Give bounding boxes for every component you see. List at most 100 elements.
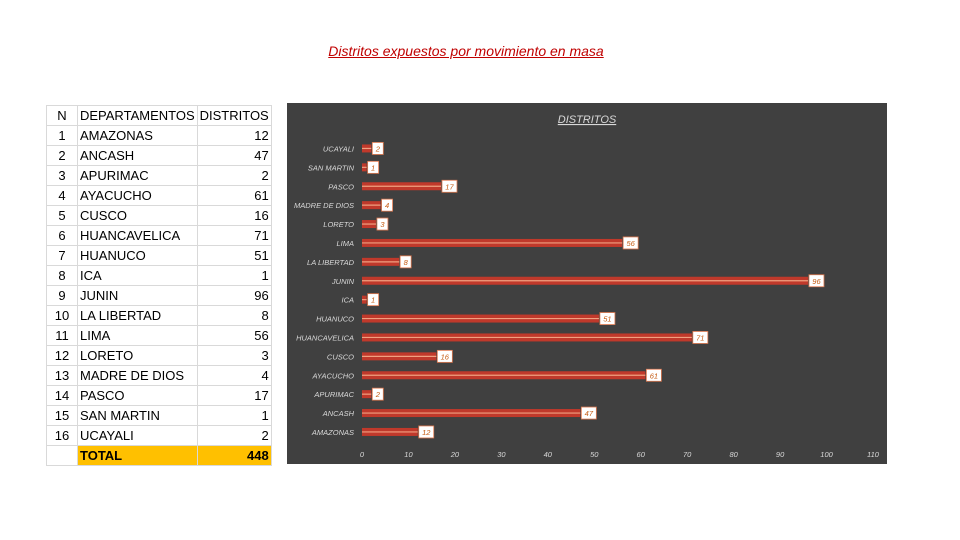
- departamento-cell: PASCO: [77, 385, 198, 406]
- distritos-cell: 71: [196, 225, 272, 246]
- distritos-cell: 12: [196, 125, 272, 146]
- departamento-cell: LORETO: [77, 345, 198, 366]
- data-label-box: [599, 312, 616, 325]
- x-tick-label: 90: [776, 450, 785, 459]
- table-row: 4 AYACUCHO 61: [46, 185, 272, 206]
- row-number-cell: 8: [46, 265, 78, 286]
- category-label: AMAZONAS: [311, 428, 354, 437]
- table-row: 16 UCAYALI 2: [46, 425, 272, 446]
- data-label: 17: [445, 182, 454, 191]
- data-label: 2: [375, 144, 381, 153]
- table-row: 11 LIMA 56: [46, 325, 272, 346]
- table-row: 2 ANCASH 47: [46, 145, 272, 166]
- data-label: 51: [603, 315, 611, 324]
- total-label: TOTAL: [77, 445, 198, 466]
- data-label-box: [381, 198, 393, 212]
- table-row: 8 ICA 1: [46, 265, 272, 286]
- data-label-box: [692, 331, 709, 344]
- data-table: N DEPARTAMENTOS DISTRITOS 1 AMAZONAS 12 2 AN…: [46, 105, 272, 466]
- departamento-cell: HUANCAVELICA: [77, 225, 198, 246]
- departamento-cell: UCAYALI: [77, 425, 198, 446]
- category-label: APURIMAC: [313, 390, 354, 399]
- data-label: 2: [375, 390, 381, 399]
- total-value: 448: [196, 445, 272, 466]
- data-label-box: [367, 160, 380, 174]
- departamento-cell: AYACUCHO: [77, 185, 198, 206]
- data-label-box: [808, 274, 825, 288]
- row-number-cell: 6: [46, 225, 78, 246]
- x-tick-label: 20: [450, 450, 460, 459]
- column-header-distritos: DISTRITOS: [196, 105, 272, 126]
- row-number-cell: 7: [46, 245, 78, 266]
- table-row: 13 MADRE DE DIOS 4: [46, 365, 272, 386]
- category-label: UCAYALI: [323, 144, 354, 153]
- category-label: MADRE DE DIOS: [294, 201, 354, 210]
- row-number-cell: 15: [46, 405, 78, 426]
- data-label: 47: [585, 409, 594, 418]
- data-label-box: [376, 217, 389, 231]
- data-label: 56: [626, 239, 635, 248]
- x-tick-label: 50: [590, 450, 599, 459]
- data-label-box: [580, 406, 597, 420]
- total-row-empty-cell: [46, 445, 78, 466]
- row-number-cell: 12: [46, 345, 78, 366]
- x-tick-label: 10: [404, 450, 413, 459]
- x-tick-label: 40: [544, 450, 553, 459]
- bar-chart: DISTRITOS UCAYALI 2 SAN MARTIN 1 PASCO 17 MADRE…: [294, 114, 880, 459]
- departamento-cell: MADRE DE DIOS: [77, 365, 198, 386]
- distritos-cell: 2: [196, 425, 272, 446]
- table-row: 14 PASCO 17: [46, 385, 272, 406]
- data-label: 8: [404, 258, 409, 267]
- table-row: 9 JUNIN 96: [46, 285, 272, 306]
- x-tick-label: 110: [867, 450, 880, 459]
- table-row: 12 LORETO 3: [46, 345, 272, 366]
- table-header-row: N DEPARTAMENTOS DISTRITOS: [46, 105, 272, 126]
- data-label-box: [622, 236, 639, 250]
- row-number-cell: 16: [46, 425, 78, 446]
- category-label: HUANUCO: [316, 315, 354, 324]
- category-label: LIMA: [336, 239, 354, 248]
- category-label: ICA: [341, 296, 354, 305]
- data-label-box: [441, 179, 458, 193]
- category-label: PASCO: [328, 182, 354, 191]
- row-number-cell: 5: [46, 205, 78, 226]
- data-label-box: [371, 142, 384, 155]
- distritos-cell: 47: [196, 145, 272, 166]
- data-label: 96: [812, 277, 821, 286]
- x-tick-label: 30: [497, 450, 506, 459]
- table-row: 10 LA LIBERTAD 8: [46, 305, 272, 326]
- category-label: LORETO: [323, 220, 354, 229]
- distritos-cell: 17: [196, 385, 272, 406]
- category-label: JUNIN: [331, 277, 355, 286]
- data-label-box: [399, 255, 412, 269]
- data-label: 3: [380, 220, 385, 229]
- column-header-departamentos: DEPARTAMENTOS: [77, 105, 198, 126]
- data-label: 1: [371, 163, 375, 172]
- data-label: 16: [441, 352, 450, 361]
- category-label: LA LIBERTAD: [307, 258, 355, 267]
- table-row: 15 SAN MARTIN 1: [46, 405, 272, 426]
- table-body: 1 AMAZONAS 12 2 ANCASH 47 3 APURIMAC 2 4 AYACUCHO 6…: [46, 125, 272, 446]
- row-number-cell: 1: [46, 125, 78, 146]
- distritos-cell: 51: [196, 245, 272, 266]
- departamento-cell: CUSCO: [77, 205, 198, 226]
- row-number-cell: 3: [46, 165, 78, 186]
- departamento-cell: JUNIN: [77, 285, 198, 306]
- data-label: 61: [650, 371, 658, 380]
- column-header-n: N: [46, 105, 78, 126]
- category-label: SAN MARTIN: [308, 163, 355, 172]
- x-tick-label: 60: [637, 450, 646, 459]
- distritos-cell: 2: [196, 165, 272, 186]
- data-label: 1: [371, 296, 375, 305]
- data-label-box: [371, 387, 384, 401]
- chart-title: DISTRITOS: [558, 114, 617, 126]
- page-title: Distritos expuestos por movimiento en ma…: [328, 43, 604, 59]
- data-label-box: [418, 425, 435, 439]
- table-row: 6 HUANCAVELICA 71: [46, 225, 272, 246]
- x-tick-label: 0: [360, 450, 365, 459]
- chart-panel: DISTRITOS UCAYALI 2 SAN MARTIN 1 PASCO 17 MADRE…: [287, 103, 887, 464]
- data-label-box: [645, 368, 662, 382]
- distritos-cell: 96: [196, 285, 272, 306]
- departamento-cell: APURIMAC: [77, 165, 198, 186]
- category-label: ANCASH: [322, 409, 355, 418]
